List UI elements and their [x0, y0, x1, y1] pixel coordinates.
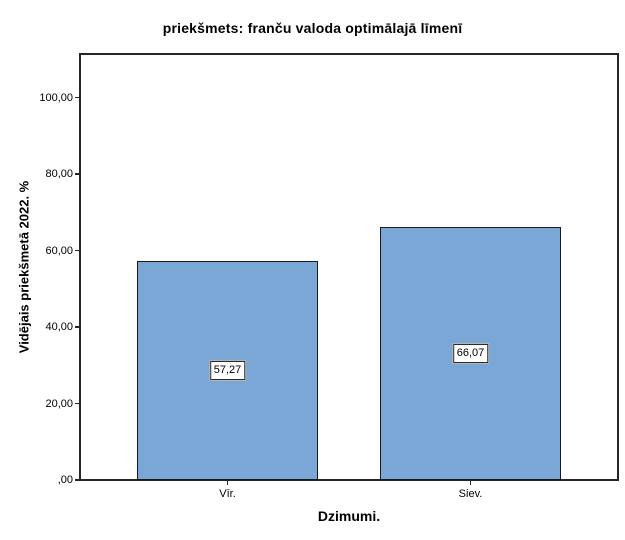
y-tick-mark: [75, 479, 80, 481]
y-tick-label: ,00: [57, 474, 73, 486]
x-tick-mark: [469, 480, 472, 485]
y-tick-label: 60,00: [45, 244, 73, 257]
y-tick-label: 20,00: [45, 397, 73, 410]
y-tick-label: 40,00: [45, 321, 73, 333]
chart-title: priekšmets: franču valoda optimālajā līm…: [162, 20, 463, 36]
y-tick-label: 100,00: [39, 91, 73, 104]
x-category-label: Vīr.: [219, 488, 236, 500]
x-tick-mark: [226, 480, 229, 485]
y-tick-mark: [75, 402, 80, 405]
y-tick-mark: [75, 173, 80, 175]
bar-value-label: 57,27: [209, 360, 246, 380]
y-tick-mark: [75, 326, 80, 328]
y-tick-mark: [75, 249, 80, 252]
bar-value-label: 66,07: [452, 344, 489, 364]
x-axis-title: Dzimumi.: [317, 508, 381, 524]
y-tick-label: 80,00: [45, 168, 73, 180]
x-category-label: Siev.: [458, 488, 483, 500]
y-tick-mark: [75, 96, 80, 99]
